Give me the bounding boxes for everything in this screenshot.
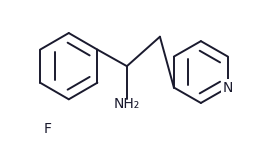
Text: NH₂: NH₂ xyxy=(114,98,140,111)
Text: F: F xyxy=(44,122,52,136)
Text: N: N xyxy=(223,81,233,94)
